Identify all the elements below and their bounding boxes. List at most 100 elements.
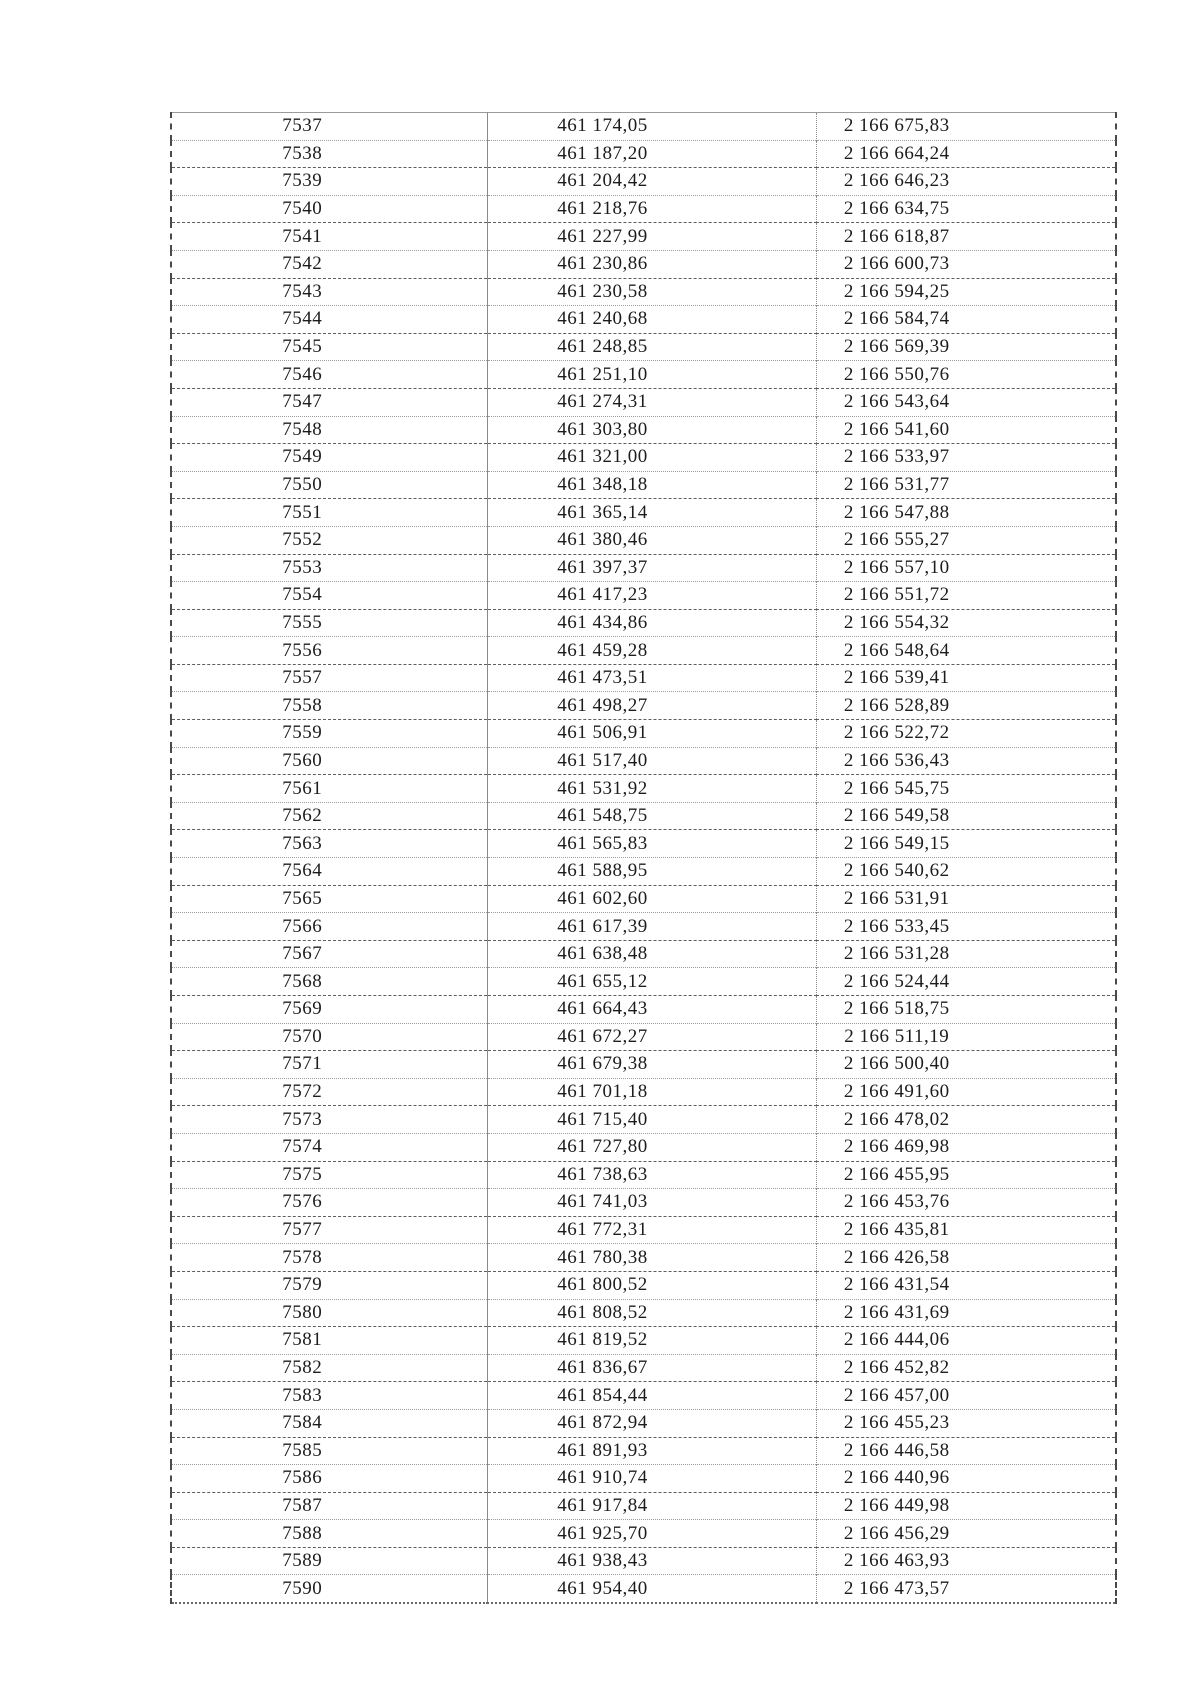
x-coordinate-cell: 461 954,40 [487,1574,817,1604]
table-row: 7589 461 938,43 2 166 463,93 [171,1547,1116,1575]
y-coordinate-cell: 2 166 444,06 [843,1329,950,1351]
point-number-cell: 7579 [171,1271,488,1300]
table-row: 7581 461 819,52 2 166 444,06 [171,1326,1116,1355]
x-coordinate-cell: 461 251,10 [487,360,817,389]
table-row: 7540 461 218,76 2 166 634,75 [171,195,1116,223]
point-number-cell: 7541 [171,222,488,251]
point-number-cell: 7562 [171,802,488,830]
x-coordinate-cell: 461 204,42 [487,167,817,196]
y-coordinate-cell: 2 166 600,73 [843,253,950,275]
table-row: 7542 461 230,86 2 166 600,73 [171,250,1116,279]
y-coordinate-cell: 2 166 541,60 [843,418,950,440]
y-coordinate-cell: 2 166 675,83 [843,115,950,137]
x-coordinate-cell: 461 772,31 [487,1216,817,1244]
point-number-cell: 7588 [171,1519,488,1548]
y-coordinate-cell: 2 166 569,39 [843,336,950,358]
y-coordinate-cell: 2 166 528,89 [843,694,950,716]
point-number-cell: 7581 [171,1326,488,1355]
table-row: 7548 461 303,80 2 166 541,60 [171,416,1116,444]
x-coordinate-cell: 461 303,80 [487,416,817,444]
x-coordinate-cell: 461 872,94 [487,1409,817,1437]
table-row: 7556 461 459,28 2 166 548,64 [171,636,1116,665]
x-coordinate-cell: 461 274,31 [487,388,817,417]
point-number-cell: 7572 [171,1078,488,1106]
y-coordinate-cell: 2 166 452,82 [843,1357,950,1379]
table-row: 7577 461 772,31 2 166 435,81 [171,1216,1116,1244]
y-coordinate-cell: 2 166 549,15 [843,832,950,854]
table-row: 7547 461 274,31 2 166 543,64 [171,388,1116,417]
point-number-cell: 7576 [171,1188,488,1217]
x-coordinate-cell: 461 701,18 [487,1078,817,1106]
y-coordinate-cell: 2 166 554,32 [843,611,950,633]
x-coordinate-cell: 461 664,43 [487,995,817,1024]
point-number-cell: 7540 [171,195,488,223]
y-coordinate-cell: 2 166 536,43 [843,749,950,771]
point-number-cell: 7550 [171,471,488,499]
x-coordinate-cell: 461 548,75 [487,802,817,830]
x-coordinate-cell: 461 506,91 [487,719,817,748]
y-coordinate-cell: 2 166 431,69 [843,1301,950,1323]
y-coordinate-cell: 2 166 664,24 [843,142,950,164]
x-coordinate-cell: 461 808,52 [487,1299,817,1327]
y-coordinate-cell: 2 166 511,19 [844,1025,950,1047]
table-row: 7549 461 321,00 2 166 533,97 [171,443,1116,472]
x-coordinate-cell: 461 638,48 [487,940,817,968]
point-number-cell: 7563 [171,829,488,858]
table-row: 7572 461 701,18 2 166 491,60 [171,1078,1116,1106]
table-row: 7568 461 655,12 2 166 524,44 [171,967,1116,996]
point-number-cell: 7578 [171,1243,488,1272]
x-coordinate-cell: 461 819,52 [487,1326,817,1355]
x-coordinate-cell: 461 218,76 [487,195,817,223]
point-number-cell: 7549 [171,443,488,472]
x-coordinate-cell: 461 672,27 [487,1023,817,1051]
y-coordinate-cell: 2 166 500,40 [843,1053,950,1075]
y-coordinate-cell: 2 166 491,60 [843,1081,950,1103]
y-coordinate-cell: 2 166 551,72 [843,584,950,606]
point-number-cell: 7574 [171,1133,488,1162]
y-coordinate-cell: 2 166 634,75 [843,198,950,220]
table-row: 7537 461 174,05 2 166 675,83 [171,112,1116,141]
point-number-cell: 7553 [171,554,488,582]
point-number-cell: 7548 [171,416,488,444]
table-row: 7545 461 248,85 2 166 569,39 [171,333,1116,361]
y-coordinate-cell: 2 166 540,62 [843,860,950,882]
x-coordinate-cell: 461 938,43 [487,1547,817,1575]
point-number-cell: 7554 [171,581,488,610]
y-coordinate-cell: 2 166 550,76 [843,363,950,385]
y-coordinate-cell: 2 166 469,98 [843,1136,950,1158]
y-coordinate-cell: 2 166 557,10 [843,556,950,578]
point-number-cell: 7590 [171,1574,488,1604]
y-coordinate-cell: 2 166 455,23 [843,1412,950,1434]
y-coordinate-cell: 2 166 618,87 [843,225,950,247]
point-number-cell: 7580 [171,1299,488,1327]
point-number-cell: 7567 [171,940,488,968]
table-row: 7550 461 348,18 2 166 531,77 [171,471,1116,499]
y-coordinate-cell: 2 166 547,88 [843,501,950,523]
table-row: 7590 461 954,40 2 166 473,57 [171,1574,1116,1604]
x-coordinate-cell: 461 240,68 [487,305,817,334]
x-coordinate-cell: 461 727,80 [487,1133,817,1162]
point-number-cell: 7566 [171,912,488,941]
table-row: 7559 461 506,91 2 166 522,72 [171,719,1116,748]
x-coordinate-cell: 461 679,38 [487,1050,817,1079]
point-number-cell: 7565 [171,885,488,913]
y-coordinate-cell: 2 166 584,74 [843,308,950,330]
point-number-cell: 7556 [171,636,488,665]
y-coordinate-cell: 2 166 453,76 [843,1191,950,1213]
point-number-cell: 7585 [171,1437,488,1465]
y-coordinate-cell: 2 166 431,54 [843,1274,950,1296]
x-coordinate-cell: 461 380,46 [487,526,817,554]
table-row: 7561 461 531,92 2 166 545,75 [171,774,1116,803]
table-row: 7580 461 808,52 2 166 431,69 [171,1299,1116,1327]
point-number-cell: 7575 [171,1161,488,1189]
point-number-cell: 7589 [171,1547,488,1575]
point-number-cell: 7557 [171,664,488,692]
point-number-cell: 7560 [171,747,488,775]
table-row: 7541 461 227,99 2 166 618,87 [171,222,1116,251]
y-coordinate-cell: 2 166 533,45 [843,915,950,937]
table-row: 7539 461 204,42 2 166 646,23 [171,167,1116,196]
x-coordinate-cell: 461 174,05 [487,112,817,141]
table-body: 7537 461 174,05 2 166 675,83 7538 461 187,20… [171,112,1116,1604]
table-row: 7569 461 664,43 2 166 518,75 [171,995,1116,1024]
